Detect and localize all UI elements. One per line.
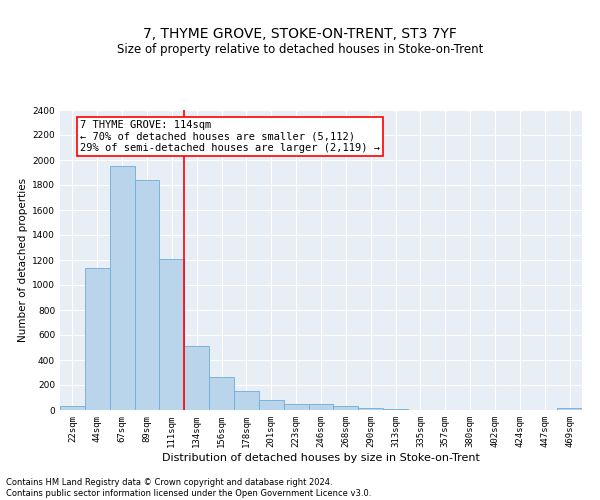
Bar: [110, 166, 134, 410]
Bar: [184, 346, 209, 410]
Text: Size of property relative to detached houses in Stoke-on-Trent: Size of property relative to detached ho…: [117, 42, 483, 56]
Bar: [557, 408, 582, 410]
Bar: [234, 390, 259, 410]
Bar: [308, 404, 334, 410]
Bar: [60, 406, 85, 410]
Bar: [160, 259, 184, 410]
Bar: [334, 406, 358, 410]
Bar: [85, 268, 110, 410]
Text: Contains HM Land Registry data © Crown copyright and database right 2024.
Contai: Contains HM Land Registry data © Crown c…: [6, 478, 371, 498]
Bar: [284, 404, 308, 410]
Bar: [358, 408, 383, 410]
Text: 7, THYME GROVE, STOKE-ON-TRENT, ST3 7YF: 7, THYME GROVE, STOKE-ON-TRENT, ST3 7YF: [143, 28, 457, 42]
Y-axis label: Number of detached properties: Number of detached properties: [18, 178, 28, 342]
Bar: [383, 409, 408, 410]
Bar: [259, 400, 284, 410]
Bar: [134, 180, 160, 410]
Bar: [209, 377, 234, 410]
Text: 7 THYME GROVE: 114sqm
← 70% of detached houses are smaller (5,112)
29% of semi-d: 7 THYME GROVE: 114sqm ← 70% of detached …: [80, 120, 380, 153]
X-axis label: Distribution of detached houses by size in Stoke-on-Trent: Distribution of detached houses by size …: [162, 452, 480, 462]
